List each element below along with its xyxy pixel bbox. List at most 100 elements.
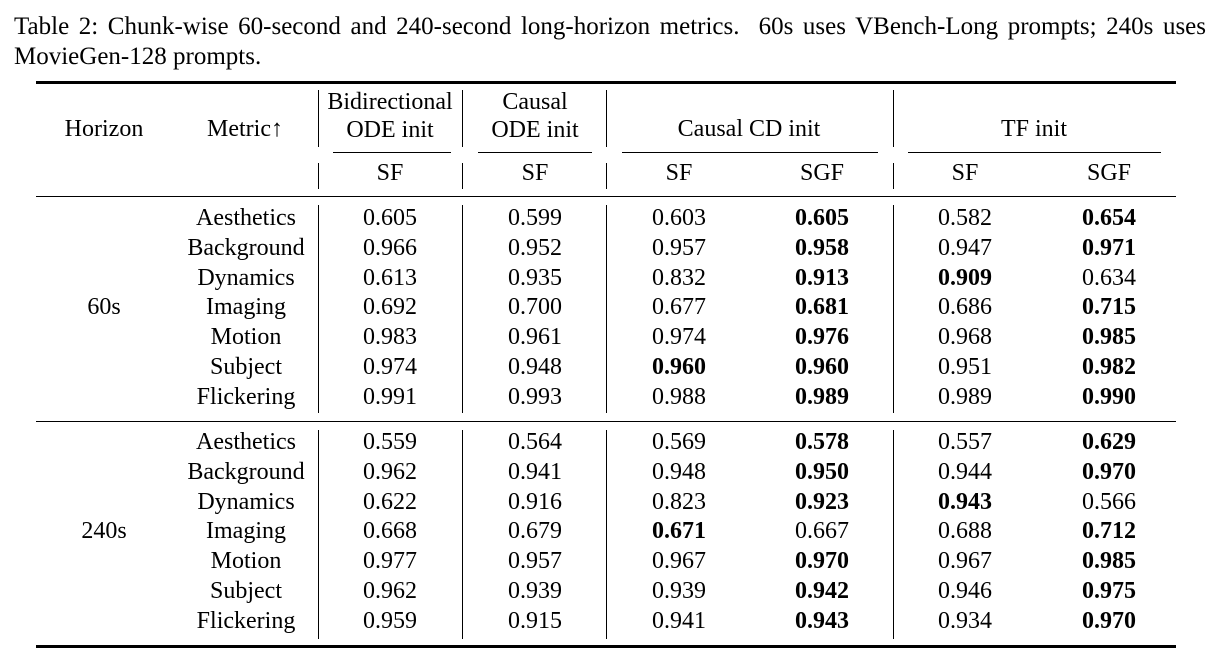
subheader-sgf: SGF (799, 160, 845, 186)
metric-label: Flickering (196, 383, 296, 410)
table-cell: 0.948 (508, 354, 562, 380)
table-cell: 0.958 (795, 234, 849, 261)
table-cell: 0.668 (363, 518, 417, 545)
metric-label: Dynamics (197, 264, 295, 291)
subheader-sf: SF (951, 160, 979, 186)
caption-text: Chunk-wise 60-second and 240-second long… (14, 13, 1213, 70)
table-cell: 0.957 (508, 548, 562, 575)
table-cell: 0.990 (1082, 383, 1136, 410)
column-separator (462, 205, 464, 413)
header-rule (36, 196, 1176, 198)
metric-label: Motion (210, 324, 282, 351)
table-cell: 0.962 (363, 578, 417, 604)
table-cell: 0.578 (795, 429, 849, 455)
table-cell: 0.939 (652, 578, 706, 604)
top-rule (36, 81, 1176, 84)
metric-header: Metric↑ (207, 116, 283, 142)
column-separator (893, 430, 895, 639)
column-separator (318, 430, 320, 639)
table-cell: 0.941 (652, 607, 706, 634)
column-separator (893, 90, 895, 147)
table-cell: 0.916 (508, 488, 562, 515)
table-cell: 0.671 (652, 518, 706, 545)
table-cell: 0.605 (363, 205, 417, 231)
metric-label: Aesthetics (196, 205, 296, 231)
table-cell: 0.983 (363, 324, 417, 351)
table-cell: 0.947 (938, 234, 992, 261)
table-cell: 0.915 (508, 607, 562, 634)
table-cell: 0.686 (938, 294, 992, 321)
horizon-label: 60s (87, 294, 121, 321)
table-cell: 0.564 (508, 429, 562, 455)
metric-label: Background (187, 234, 305, 261)
table-cell: 0.971 (1082, 234, 1136, 261)
column-separator (462, 430, 464, 639)
column-separator (606, 205, 608, 413)
table-cell: 0.603 (652, 205, 706, 231)
table-cell: 0.688 (938, 518, 992, 545)
table-cell: 0.948 (652, 458, 706, 485)
table-cell: 0.988 (652, 383, 706, 410)
group-header-line1: Causal (502, 89, 568, 115)
table-cell: 0.823 (652, 488, 706, 515)
table-cell: 0.950 (795, 458, 849, 485)
table-cell: 0.913 (795, 264, 849, 291)
table-cell: 0.962 (363, 458, 417, 485)
table-cell: 0.970 (1082, 458, 1136, 485)
table-cell: 0.952 (508, 234, 562, 261)
table-cell: 0.957 (652, 234, 706, 261)
table-cell: 0.960 (652, 354, 706, 380)
table-cell: 0.975 (1082, 578, 1136, 604)
table-cell: 0.559 (363, 429, 417, 455)
table-cell: 0.667 (795, 518, 849, 545)
column-separator (893, 163, 895, 189)
table-cell: 0.985 (1082, 548, 1136, 575)
table-cell: 0.634 (1082, 264, 1136, 291)
table-cell: 0.923 (795, 488, 849, 515)
column-separator (893, 205, 895, 413)
table-cell: 0.951 (938, 354, 992, 380)
table-cell: 0.977 (363, 548, 417, 575)
metric-label: Subject (210, 354, 282, 380)
subheader-sf: SF (376, 160, 404, 186)
horizon-label: 240s (81, 518, 127, 545)
table-cell: 0.582 (938, 205, 992, 231)
metric-label: Imaging (206, 294, 286, 321)
table-cell: 0.970 (795, 548, 849, 575)
table-cell: 0.712 (1082, 518, 1136, 545)
table-cell: 0.976 (795, 324, 849, 351)
table-cell: 0.942 (795, 578, 849, 604)
table-cell: 0.991 (363, 383, 417, 410)
metric-label: Flickering (196, 607, 296, 634)
table-cell: 0.982 (1082, 354, 1136, 380)
subheader-sf: SF (665, 160, 693, 186)
table-cell: 0.989 (938, 383, 992, 410)
table-cell: 0.832 (652, 264, 706, 291)
table-cell: 0.985 (1082, 324, 1136, 351)
subheader-sf: SF (521, 160, 549, 186)
table-cell: 0.974 (363, 354, 417, 380)
column-separator (606, 90, 608, 147)
table-cell: 0.681 (795, 294, 849, 321)
metric-label: Aesthetics (196, 429, 296, 455)
column-separator (318, 90, 320, 147)
table-cell: 0.993 (508, 383, 562, 410)
table-cell: 0.944 (938, 458, 992, 485)
metric-label: Motion (210, 548, 282, 575)
table-cell: 0.939 (508, 578, 562, 604)
table-cell: 0.961 (508, 324, 562, 351)
table-cell: 0.943 (795, 607, 849, 634)
group-header: TF init (1000, 116, 1068, 142)
metric-label: Background (187, 458, 305, 485)
table-cell: 0.566 (1082, 488, 1136, 515)
table-cell: 0.677 (652, 294, 706, 321)
table-cell: 0.941 (508, 458, 562, 485)
table-cell: 0.946 (938, 578, 992, 604)
table-cell: 0.989 (795, 383, 849, 410)
table-cell: 0.960 (795, 354, 849, 380)
column-separator (462, 163, 464, 189)
table-cell: 0.629 (1082, 429, 1136, 455)
table-cell: 0.692 (363, 294, 417, 321)
cmidrule-causal-cd (622, 152, 878, 154)
table-cell: 0.599 (508, 205, 562, 231)
